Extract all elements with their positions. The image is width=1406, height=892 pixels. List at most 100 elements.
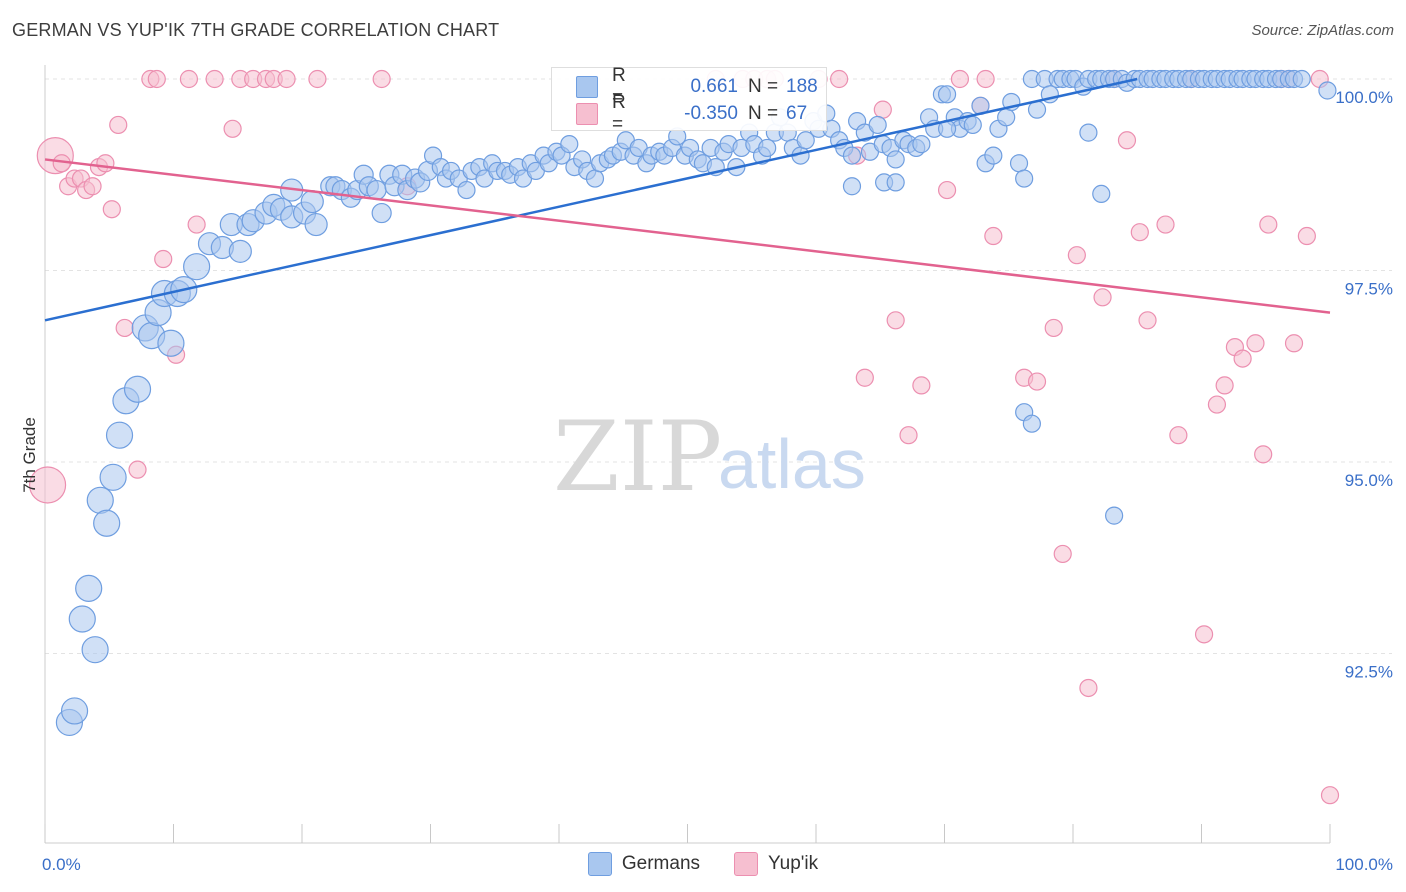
yupik-point bbox=[886, 311, 905, 330]
germans-point bbox=[1092, 184, 1111, 203]
germans-point bbox=[93, 509, 121, 537]
yupik-point bbox=[96, 154, 115, 173]
yupik-legend-swatch bbox=[734, 852, 759, 876]
yupik-point bbox=[179, 69, 199, 89]
yupik-point bbox=[899, 426, 918, 445]
watermark: ZIP atlas bbox=[553, 401, 866, 513]
germans-point bbox=[183, 253, 211, 281]
germans-point bbox=[157, 329, 185, 357]
yupik-point bbox=[1156, 215, 1175, 234]
yupik-point bbox=[308, 69, 327, 89]
x-tick-label: 0.0% bbox=[42, 855, 81, 874]
yupik-point bbox=[1117, 131, 1137, 150]
y-tick-label: 100.0% bbox=[1335, 88, 1393, 107]
germans-point bbox=[842, 177, 862, 196]
germans-point bbox=[300, 189, 324, 214]
yupik-point bbox=[1194, 625, 1214, 644]
y-tick-label: 92.5% bbox=[1345, 663, 1393, 682]
yupik-point bbox=[912, 376, 931, 395]
yupik-point bbox=[950, 69, 970, 89]
germans-point bbox=[886, 150, 905, 169]
germans-trend-line bbox=[44, 77, 1138, 322]
yupik-trend-line bbox=[44, 158, 1331, 314]
yupik-point bbox=[147, 69, 166, 89]
yupik-point bbox=[1284, 334, 1304, 353]
yupik-point bbox=[1053, 544, 1072, 564]
r-value: 0.661 bbox=[690, 76, 738, 97]
germans-point bbox=[86, 486, 114, 514]
legend-item-yupik[interactable]: Yup'ik bbox=[734, 852, 818, 876]
watermark-zip: ZIP bbox=[553, 401, 722, 513]
yupik-point bbox=[976, 69, 995, 89]
germans-point bbox=[997, 108, 1016, 127]
yupik-point bbox=[1207, 395, 1227, 414]
legend-row-yupik: R = -0.350 N = 67 bbox=[576, 92, 808, 135]
yupik-point bbox=[830, 69, 849, 89]
germans-point bbox=[886, 173, 905, 192]
legend-label-yupik: Yup'ik bbox=[768, 853, 819, 874]
yupik-point bbox=[855, 368, 874, 387]
yupik-point bbox=[1138, 311, 1157, 330]
yupik-point bbox=[102, 200, 121, 219]
y-tick-label: 97.5% bbox=[1345, 280, 1393, 299]
yupik-point bbox=[984, 226, 1003, 246]
yupik-point bbox=[873, 100, 892, 119]
yupik-point bbox=[1320, 786, 1340, 805]
germans-point bbox=[304, 212, 328, 237]
yupik-point bbox=[277, 69, 296, 89]
yupik-point bbox=[937, 180, 957, 200]
chart-title: GERMAN VS YUP'IK 7TH GRADE CORRELATION C… bbox=[12, 20, 500, 40]
germans-point bbox=[585, 169, 605, 188]
yupik-point bbox=[1027, 372, 1047, 391]
germans-point bbox=[60, 697, 89, 725]
axes bbox=[44, 65, 1331, 844]
yupik-point bbox=[1079, 678, 1098, 698]
y-tick-label: 95.0% bbox=[1345, 471, 1393, 490]
trend-lines bbox=[44, 77, 1331, 322]
stats-legend: R = 0.661 N = 188 R = -0.350 N = 67 bbox=[551, 65, 827, 135]
germans-point bbox=[457, 180, 476, 200]
germans-point bbox=[868, 115, 887, 135]
n-label: N = bbox=[748, 76, 779, 97]
yupik-point bbox=[1169, 426, 1188, 445]
n-value: 67 bbox=[786, 103, 808, 124]
yupik-point bbox=[1067, 246, 1086, 265]
germans-point bbox=[758, 138, 777, 158]
germans-point bbox=[1292, 69, 1311, 89]
yupik-point bbox=[1044, 318, 1063, 338]
germans-points bbox=[55, 69, 1337, 737]
germans-point bbox=[123, 375, 152, 403]
r-value: -0.350 bbox=[684, 103, 738, 124]
germans-point bbox=[75, 574, 103, 602]
x-tick-label: 100.0% bbox=[1335, 855, 1393, 874]
germans-point bbox=[1318, 81, 1337, 100]
germans-point bbox=[1022, 414, 1041, 433]
yupik-point bbox=[1254, 445, 1273, 464]
yupik-point bbox=[109, 115, 128, 135]
yupik-point bbox=[223, 119, 242, 138]
yupik-point bbox=[1215, 376, 1234, 395]
source-label: Source: ZipAtlas.com bbox=[1251, 22, 1394, 39]
germans-point bbox=[984, 146, 1003, 165]
tick-labels: 100.0% 97.5% 95.0% 92.5% 0.0% 100.0% bbox=[42, 88, 1393, 874]
r-label: R = bbox=[612, 92, 626, 135]
yupik-point bbox=[83, 177, 102, 196]
yupik-point bbox=[154, 249, 173, 269]
yupik-swatch bbox=[576, 103, 598, 125]
germans-point bbox=[937, 85, 957, 104]
germans-point bbox=[371, 202, 392, 224]
yupik-point bbox=[1297, 226, 1316, 246]
n-label: N = bbox=[748, 103, 779, 124]
germans-point bbox=[99, 463, 127, 491]
germans-point bbox=[1079, 123, 1098, 142]
germans-point bbox=[963, 115, 982, 135]
germans-point bbox=[81, 636, 109, 664]
germans-point bbox=[1105, 506, 1124, 525]
n-value: 188 bbox=[786, 76, 818, 97]
yupik-point bbox=[1093, 288, 1112, 307]
germans-point bbox=[842, 146, 862, 165]
legend-item-germans[interactable]: Germans bbox=[587, 852, 700, 876]
germans-legend-swatch bbox=[587, 852, 612, 876]
germans-point bbox=[105, 421, 134, 449]
